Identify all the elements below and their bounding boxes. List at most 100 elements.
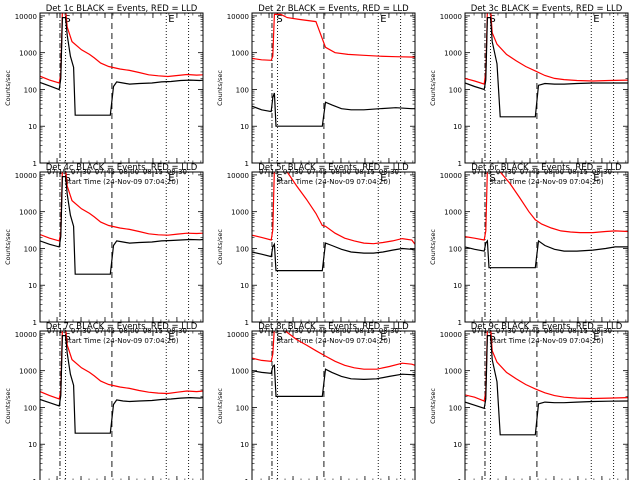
marker-s-label: S bbox=[489, 14, 495, 25]
y-tick-label: 1000 bbox=[19, 50, 37, 58]
x-axis-label: Start Time (24-Nov-09 07:04:20) bbox=[489, 337, 603, 345]
marker-e-label: E bbox=[593, 332, 599, 343]
y-axis-label: Counts/sec bbox=[4, 70, 12, 106]
marker-e-label: E bbox=[168, 332, 174, 343]
y-tick-label: 1 bbox=[458, 160, 462, 168]
y-axis-label: Counts/sec bbox=[4, 229, 12, 265]
y-tick-label: 10000 bbox=[15, 172, 37, 180]
y-tick-label: 1 bbox=[245, 160, 249, 168]
y-tick-label: 1 bbox=[458, 478, 462, 480]
series-events-line bbox=[465, 17, 628, 118]
y-tick-label: 1 bbox=[33, 319, 37, 327]
marker-s-label: S bbox=[64, 332, 70, 343]
marker-s-label: S bbox=[489, 173, 495, 184]
plot-frame bbox=[39, 12, 204, 164]
panel-title: Det 8r BLACK = Events, RED = LLD bbox=[258, 322, 409, 332]
y-tick-label: 10000 bbox=[227, 172, 249, 180]
y-axis-label: Counts/sec bbox=[216, 229, 224, 265]
panel-det-7: Det 7c BLACK = Events, RED = LLD Counts/s… bbox=[4, 322, 204, 480]
series-lld-line bbox=[252, 172, 415, 245]
x-axis-label: Start Time (24-Nov-09 07:04:20) bbox=[276, 337, 390, 345]
series-events-line bbox=[40, 335, 203, 434]
y-tick-label: 1000 bbox=[19, 209, 37, 217]
marker-e-label: E bbox=[380, 332, 386, 343]
y-axis-label: Counts/sec bbox=[4, 388, 12, 424]
x-axis-label: Start Time (24-Nov-09 07:04:20) bbox=[276, 178, 390, 186]
series-events-line bbox=[465, 239, 628, 269]
marker-s-label: S bbox=[276, 14, 282, 25]
x-axis-label: Start Time (24-Nov-09 07:04:20) bbox=[64, 178, 178, 186]
y-tick-label: 1 bbox=[245, 478, 249, 480]
y-tick-label: 1000 bbox=[444, 50, 462, 58]
series-events-line bbox=[40, 17, 203, 116]
y-axis-label: Counts/sec bbox=[216, 70, 224, 106]
plot-frame bbox=[464, 171, 629, 323]
y-tick-label: 10 bbox=[28, 282, 37, 290]
y-tick-label: 1 bbox=[33, 478, 37, 480]
y-axis-label: Counts/sec bbox=[429, 70, 437, 106]
panel-det-2: Det 2r BLACK = Events, RED = LLD Counts/s… bbox=[216, 4, 416, 186]
plot-frame bbox=[251, 12, 416, 164]
panel-det-3: Det 3c BLACK = Events, RED = LLD Counts/s… bbox=[429, 4, 629, 186]
panel-title: Det 2r BLACK = Events, RED = LLD bbox=[258, 4, 409, 14]
y-tick-label: 10 bbox=[240, 282, 249, 290]
panel-det-6: Det 6r BLACK = Events, RED = LLD Counts/s… bbox=[429, 163, 629, 345]
panel-title: Det 3c BLACK = Events, RED = LLD bbox=[471, 4, 623, 14]
series-lld-line bbox=[252, 331, 415, 370]
series-lld-line bbox=[465, 172, 628, 241]
y-tick-label: 10 bbox=[28, 123, 37, 131]
y-tick-label: 100 bbox=[24, 245, 37, 253]
series-events-line bbox=[252, 242, 415, 272]
y-tick-label: 100 bbox=[24, 404, 37, 412]
y-tick-label: 100 bbox=[24, 86, 37, 94]
marker-s-label: S bbox=[276, 173, 282, 184]
y-tick-label: 1 bbox=[458, 319, 462, 327]
marker-s-label: S bbox=[64, 173, 70, 184]
y-tick-label: 10000 bbox=[227, 13, 249, 21]
y-tick-label: 10000 bbox=[227, 331, 249, 339]
y-tick-label: 10 bbox=[453, 282, 462, 290]
series-events-line bbox=[40, 176, 203, 275]
y-tick-label: 1000 bbox=[231, 368, 249, 376]
y-tick-label: 1000 bbox=[231, 50, 249, 58]
panel-det-9: Det 9c BLACK = Events, RED = LLD Counts/s… bbox=[429, 322, 629, 480]
y-tick-label: 10 bbox=[240, 441, 249, 449]
marker-e-label: E bbox=[168, 173, 174, 184]
y-tick-label: 100 bbox=[236, 86, 249, 94]
panel-det-1: Det 1c BLACK = Events, RED = LLD Counts/s… bbox=[4, 4, 204, 186]
y-tick-label: 10 bbox=[28, 441, 37, 449]
panel-title: Det 1c BLACK = Events, RED = LLD bbox=[46, 4, 198, 14]
y-tick-label: 10000 bbox=[15, 331, 37, 339]
plot-frame bbox=[464, 12, 629, 164]
y-tick-label: 10000 bbox=[15, 13, 37, 21]
plot-frame bbox=[39, 171, 204, 323]
plot-frame bbox=[251, 330, 416, 480]
plot-frame bbox=[39, 330, 204, 480]
y-tick-label: 1000 bbox=[444, 368, 462, 376]
panel-title: Det 7c BLACK = Events, RED = LLD bbox=[46, 322, 198, 332]
y-tick-label: 1000 bbox=[231, 209, 249, 217]
y-tick-label: 1000 bbox=[444, 209, 462, 217]
marker-e-label: E bbox=[380, 173, 386, 184]
marker-s-label: S bbox=[276, 332, 282, 343]
y-tick-label: 10000 bbox=[440, 172, 462, 180]
marker-e-label: E bbox=[168, 14, 174, 25]
marker-s-label: S bbox=[489, 332, 495, 343]
y-tick-label: 100 bbox=[449, 404, 462, 412]
y-tick-label: 10 bbox=[453, 441, 462, 449]
plot-frame bbox=[251, 171, 416, 323]
panel-title: Det 5r BLACK = Events, RED = LLD bbox=[258, 163, 409, 173]
panel-title: Det 6r BLACK = Events, RED = LLD bbox=[471, 163, 622, 173]
series-events-line bbox=[252, 92, 415, 127]
y-axis-label: Counts/sec bbox=[429, 388, 437, 424]
panel-title: Det 4c BLACK = Events, RED = LLD bbox=[46, 163, 198, 173]
y-tick-label: 100 bbox=[449, 245, 462, 253]
marker-e-label: E bbox=[593, 173, 599, 184]
panel-det-4: Det 4c BLACK = Events, RED = LLD Counts/s… bbox=[4, 163, 204, 345]
plot-frame bbox=[464, 330, 629, 480]
y-tick-label: 100 bbox=[236, 245, 249, 253]
y-axis-label: Counts/sec bbox=[216, 388, 224, 424]
y-tick-label: 10 bbox=[453, 123, 462, 131]
panel-det-8: Det 8r BLACK = Events, RED = LLD Counts/s… bbox=[216, 322, 416, 480]
